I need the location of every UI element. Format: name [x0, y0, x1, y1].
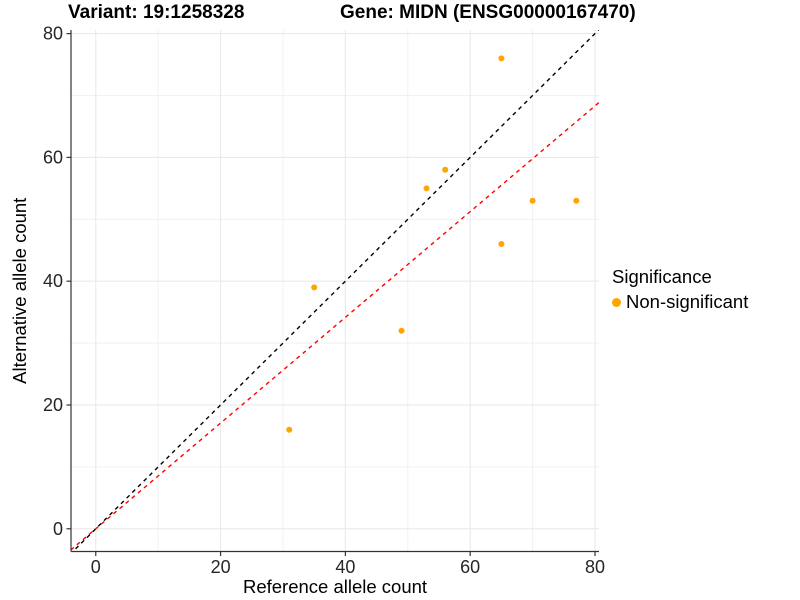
y-tick-label: 80: [43, 24, 63, 44]
y-axis-title: Alternative allele count: [9, 198, 30, 384]
legend-title: Significance: [612, 266, 712, 287]
legend-item-label: Non-significant: [626, 291, 749, 312]
data-point: [573, 197, 580, 204]
legend-item-non-significant: Non-significant: [612, 291, 748, 313]
gene-title: Gene: MIDN (ENSG00000167470): [340, 2, 636, 23]
x-tick-label: 80: [585, 557, 605, 577]
x-tick-label: 40: [335, 557, 355, 577]
y-tick-label: 40: [43, 271, 63, 291]
x-axis-title: Reference allele count: [243, 576, 427, 597]
x-tick-label: 0: [91, 557, 101, 577]
data-point: [498, 241, 505, 248]
x-tick-label: 20: [211, 557, 231, 577]
data-point: [498, 55, 505, 62]
legend-point-icon: [612, 297, 621, 307]
y-tick-label: 0: [53, 519, 63, 539]
x-tick-label: 60: [460, 557, 480, 577]
legend: Significance Non-significant: [612, 266, 748, 313]
data-point: [529, 197, 536, 204]
data-point: [398, 327, 405, 334]
data-point: [442, 166, 449, 173]
data-point: [311, 284, 318, 291]
y-tick-label: 60: [43, 147, 63, 167]
y-tick-label: 20: [43, 395, 63, 415]
identity-line: [71, 30, 599, 552]
data-point: [423, 185, 430, 192]
data-point: [286, 426, 293, 433]
fit-line: [71, 101, 599, 551]
variant-title: Variant: 19:1258328: [68, 2, 245, 23]
